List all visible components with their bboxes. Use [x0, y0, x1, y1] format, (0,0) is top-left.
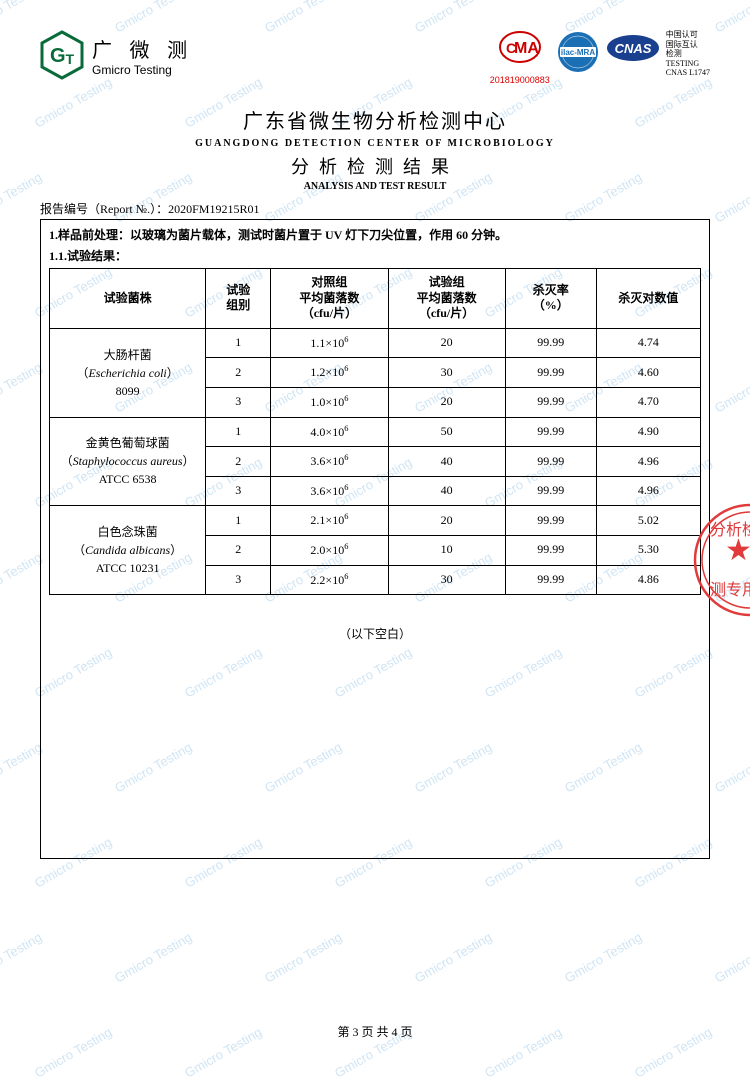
svg-text:CNAS: CNAS — [614, 41, 651, 56]
cell: 20 — [388, 506, 505, 536]
cell: 4.86 — [596, 565, 700, 595]
cnas-logo: CNAS — [606, 30, 660, 71]
cell: 4.74 — [596, 328, 700, 358]
table-row: 大肠杆菌（Escherichia coli）809911.1×1062099.9… — [50, 328, 701, 358]
subtitle-cn: 分析检测结果 — [40, 153, 710, 179]
content-box: 1.样品前处理：以玻璃为菌片载体，测试时菌片置于 UV 灯下刀尖位置，作用 60… — [40, 219, 710, 859]
species-cell: 白色念珠菌（Candida albicans）ATCC 10231 — [50, 506, 206, 595]
cell: 99.99 — [505, 476, 596, 506]
cma-logo: C MA 201819000883 — [490, 30, 550, 85]
cma-number: 201819000883 — [490, 75, 550, 85]
cell: 99.99 — [505, 565, 596, 595]
cell: 3 — [206, 565, 271, 595]
cell: 99.99 — [505, 447, 596, 477]
cnas-text: 中国认可 国际互认 检测 TESTING CNAS L1747 — [666, 30, 710, 78]
cell: 30 — [388, 358, 505, 388]
subtitle-en: ANALYSIS AND TEST RESULT — [40, 181, 710, 192]
cell: 99.99 — [505, 358, 596, 388]
logo-en: Gmicro Testing — [92, 63, 193, 77]
cell: 40 — [388, 476, 505, 506]
cell: 40 — [388, 447, 505, 477]
cell: 3 — [206, 476, 271, 506]
results-table: 试验菌株试验组别对照组平均菌落数（cfu/片）试验组平均菌落数（cfu/片）杀灭… — [49, 268, 701, 595]
cell: 3.6×106 — [271, 476, 388, 506]
table-header-row: 试验菌株试验组别对照组平均菌落数（cfu/片）试验组平均菌落数（cfu/片）杀灭… — [50, 269, 701, 329]
cell: 4.96 — [596, 447, 700, 477]
logo-left: GT 广 微 测 Gmicro Testing — [40, 30, 193, 80]
cell: 4.90 — [596, 417, 700, 447]
cell: 99.99 — [505, 417, 596, 447]
cell: 5.30 — [596, 535, 700, 565]
cell: 99.99 — [505, 506, 596, 536]
cell: 2 — [206, 535, 271, 565]
col-header: 杀灭对数值 — [596, 269, 700, 329]
cell: 2.2×106 — [271, 565, 388, 595]
header: GT 广 微 测 Gmicro Testing C MA 20181900088… — [40, 30, 710, 85]
cell: 5.02 — [596, 506, 700, 536]
cell: 20 — [388, 328, 505, 358]
svg-text:MA: MA — [514, 40, 539, 57]
species-cell: 金黄色葡萄球菌（Staphylococcus aureus）ATCC 6538 — [50, 417, 206, 506]
col-header: 试验组平均菌落数（cfu/片） — [388, 269, 505, 329]
cell: 20 — [388, 387, 505, 417]
cell: 1.1×106 — [271, 328, 388, 358]
cell: 10 — [388, 535, 505, 565]
result-label: 1.1.试验结果： — [49, 247, 701, 264]
col-header: 试验组别 — [206, 269, 271, 329]
cell: 2 — [206, 358, 271, 388]
pretreatment: 1.样品前处理：以玻璃为菌片载体，测试时菌片置于 UV 灯下刀尖位置，作用 60… — [49, 226, 701, 243]
cell: 2.1×106 — [271, 506, 388, 536]
title-en: GUANGDONG DETECTION CENTER OF MICROBIOLO… — [40, 138, 710, 149]
cell: 4.96 — [596, 476, 700, 506]
cell: 3 — [206, 387, 271, 417]
cell: 1 — [206, 328, 271, 358]
cell: 4.60 — [596, 358, 700, 388]
cell: 2.0×106 — [271, 535, 388, 565]
svg-text:GT: GT — [50, 45, 75, 67]
table-row: 白色念珠菌（Candida albicans）ATCC 1023112.1×10… — [50, 506, 701, 536]
cell: 30 — [388, 565, 505, 595]
logo-cn: 广 微 测 — [92, 34, 193, 63]
svg-text:ilac-MRA: ilac-MRA — [561, 48, 595, 57]
cell: 50 — [388, 417, 505, 447]
cell: 4.70 — [596, 387, 700, 417]
col-header: 杀灭率（%） — [505, 269, 596, 329]
cell: 1 — [206, 506, 271, 536]
table-body: 大肠杆菌（Escherichia coli）809911.1×1062099.9… — [50, 328, 701, 594]
cell: 99.99 — [505, 535, 596, 565]
blank-note: （以下空白） — [49, 625, 701, 642]
cert-logos: C MA 201819000883 ilac-MRA CNAS — [490, 30, 710, 85]
table-row: 金黄色葡萄球菌（Staphylococcus aureus）ATCC 65381… — [50, 417, 701, 447]
cell: 1 — [206, 417, 271, 447]
cell: 2 — [206, 447, 271, 477]
species-cell: 大肠杆菌（Escherichia coli）8099 — [50, 328, 206, 417]
cell: 3.6×106 — [271, 447, 388, 477]
col-header: 试验菌株 — [50, 269, 206, 329]
cell: 99.99 — [505, 387, 596, 417]
titles: 广东省微生物分析检测中心 GUANGDONG DETECTION CENTER … — [40, 105, 710, 192]
cell: 1.2×106 — [271, 358, 388, 388]
title-cn: 广东省微生物分析检测中心 — [40, 105, 710, 134]
cell: 4.0×106 — [271, 417, 388, 447]
cell: 1.0×106 — [271, 387, 388, 417]
gt-badge-icon: GT — [40, 30, 84, 80]
cell: 99.99 — [505, 328, 596, 358]
page-footer: 第 3 页 共 4 页 — [0, 1023, 750, 1040]
report-no: 报告编号（Report №.）：2020FM19215R01 — [40, 200, 710, 217]
col-header: 对照组平均菌落数（cfu/片） — [271, 269, 388, 329]
ilac-logo: ilac-MRA — [556, 30, 600, 79]
